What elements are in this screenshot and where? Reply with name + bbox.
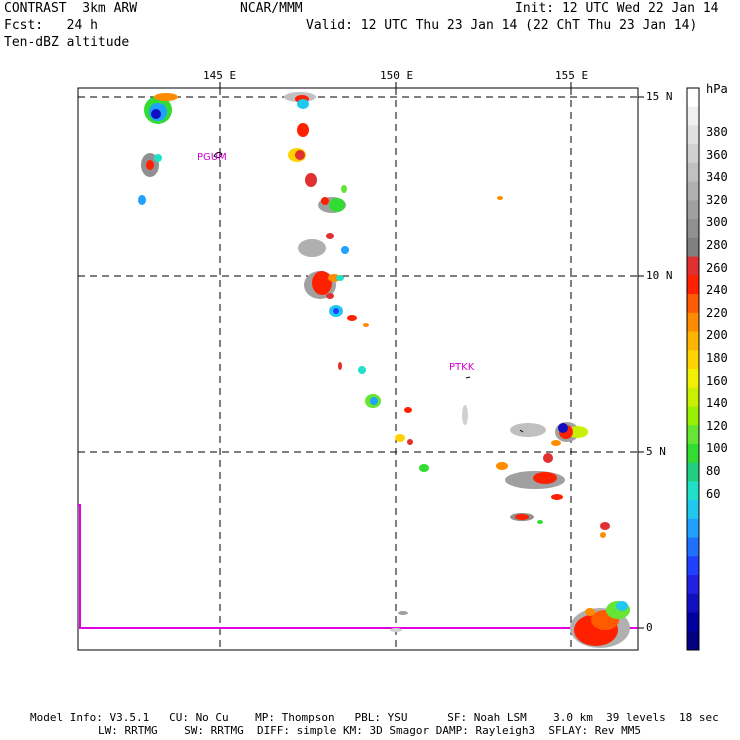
colorbar-label: 200 — [706, 328, 728, 343]
colorbar-swatch — [687, 500, 699, 520]
colorbar-swatch — [687, 144, 699, 164]
colorbar-unit: hPa — [706, 82, 728, 96]
colorbar-swatch — [687, 593, 699, 614]
field-name: Ten-dBZ altitude — [4, 35, 130, 50]
colorbar-swatch — [687, 200, 699, 220]
lon-label-150: 150 E — [380, 69, 414, 82]
lon-label-145: 145 E — [203, 69, 237, 82]
colorbar-swatch — [687, 125, 699, 145]
coastlines — [213, 96, 524, 433]
colorbar-label: 300 — [706, 215, 728, 230]
gridlines — [78, 88, 638, 650]
colorbar-swatch — [687, 518, 699, 539]
colorbar-label: 180 — [706, 351, 728, 365]
radar-echoes — [138, 92, 630, 648]
colorbar-swatch — [687, 350, 699, 370]
colorbar-label: 380 — [706, 125, 728, 139]
colorbar-label: 160 — [706, 373, 728, 388]
colorbar-swatch — [687, 462, 699, 482]
model-info-line2: LW: RRTMG SW: RRTMG DIFF: simple KM: 3D … — [98, 724, 642, 737]
colorbar-label: 120 — [706, 418, 728, 433]
colorbar-label: 80 — [706, 464, 721, 478]
colorbar-swatch — [687, 237, 699, 258]
map-frame — [77, 87, 639, 651]
colorbar-swatch — [687, 106, 699, 126]
init-time: Init: 12 UTC Wed 22 Jan 14 — [515, 1, 719, 16]
colorbar-label: 60 — [706, 486, 721, 501]
lon-label-155: 155 E — [555, 69, 589, 82]
colorbar-swatch — [687, 219, 699, 239]
colorbar-label: 280 — [706, 238, 728, 252]
colorbar-label: 340 — [706, 170, 728, 185]
lat-label-10n: 10 N — [646, 269, 673, 282]
colorbar-swatch — [687, 256, 699, 276]
colorbar-swatch — [687, 631, 699, 651]
colorbar-swatch — [687, 181, 699, 201]
colorbar-swatch — [687, 556, 699, 576]
organization: NCAR/MMM — [240, 1, 303, 16]
colorbar-swatch — [687, 575, 699, 595]
valid-time: Valid: 12 UTC Thu 23 Jan 14 (22 ChT Thu … — [306, 18, 698, 33]
colorbar-label: 140 — [706, 396, 728, 411]
colorbar-swatch — [687, 425, 699, 445]
colorbar-frame — [686, 87, 700, 651]
boundary-line — [78, 504, 638, 629]
colorbar-label: 220 — [706, 305, 728, 320]
colorbar-swatch — [687, 88, 699, 108]
lat-label-15n: 15 N — [646, 90, 673, 103]
forecast-hour: Fcst: 24 h — [4, 18, 98, 33]
colorbar-swatch — [687, 162, 699, 183]
colorbar-swatch — [687, 443, 699, 464]
colorbar-swatch — [687, 312, 699, 333]
lat-label-5n: 5 N — [646, 445, 666, 458]
colorbar-swatch — [687, 369, 699, 389]
model-title: CONTRAST 3km ARW — [4, 1, 138, 16]
colorbar-swatch — [687, 406, 699, 426]
station-label-ptkk: PTKK — [449, 362, 475, 373]
colorbar-label: 320 — [706, 192, 728, 207]
colorbar-swatch — [687, 387, 699, 407]
tick-marks — [219, 82, 644, 629]
lat-label-0: 0 — [646, 621, 653, 634]
model-info-line1: Model Info: V3.5.1 CU: No Cu MP: Thompso… — [30, 711, 719, 724]
colorbar — [686, 87, 700, 651]
colorbar-swatch — [687, 275, 699, 295]
colorbar-swatch — [687, 481, 699, 501]
colorbar-swatch — [687, 331, 699, 351]
colorbar-label: 360 — [706, 147, 728, 162]
colorbar-swatch — [687, 612, 699, 632]
colorbar-label: 260 — [706, 260, 728, 275]
colorbar-label: 100 — [706, 441, 728, 456]
colorbar-swatch — [687, 537, 699, 557]
colorbar-swatch — [687, 294, 699, 314]
station-label-pgum: PGUM — [197, 152, 227, 163]
colorbar-label: 240 — [706, 283, 728, 298]
